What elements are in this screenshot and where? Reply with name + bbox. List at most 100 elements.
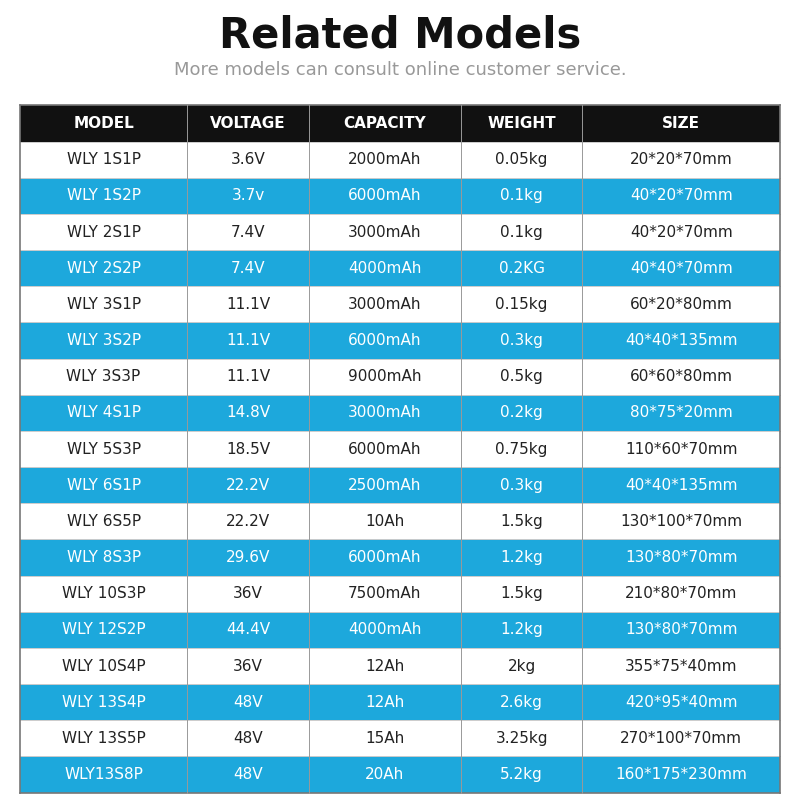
Text: 1.5kg: 1.5kg: [500, 514, 543, 529]
Text: WLY 6S1P: WLY 6S1P: [66, 478, 141, 493]
Text: WLY 1S2P: WLY 1S2P: [66, 189, 141, 204]
Bar: [20, 648, 780, 684]
Text: 20Ah: 20Ah: [365, 767, 405, 782]
Bar: [20, 720, 780, 757]
Text: WLY 4S1P: WLY 4S1P: [66, 405, 141, 420]
Text: 0.75kg: 0.75kg: [495, 442, 548, 456]
Text: 3.25kg: 3.25kg: [495, 731, 548, 745]
Bar: [20, 105, 780, 141]
Text: 18.5V: 18.5V: [226, 442, 270, 456]
Text: 22.2V: 22.2V: [226, 478, 270, 493]
Text: 2000mAh: 2000mAh: [348, 153, 422, 167]
Text: 36V: 36V: [233, 586, 263, 601]
Text: Related Models: Related Models: [219, 15, 581, 57]
Text: 355*75*40mm: 355*75*40mm: [625, 658, 738, 674]
Bar: [20, 612, 780, 648]
Text: 22.2V: 22.2V: [226, 514, 270, 529]
Text: MODEL: MODEL: [74, 116, 134, 131]
Text: WLY 1S1P: WLY 1S1P: [66, 153, 141, 167]
Text: 0.2kg: 0.2kg: [500, 405, 543, 420]
Text: 20*20*70mm: 20*20*70mm: [630, 153, 733, 167]
Text: 6000mAh: 6000mAh: [348, 442, 422, 456]
Text: 210*80*70mm: 210*80*70mm: [625, 586, 738, 601]
Text: 3.6V: 3.6V: [230, 153, 266, 167]
Text: 7.4V: 7.4V: [230, 260, 266, 276]
Text: 40*20*70mm: 40*20*70mm: [630, 225, 733, 240]
Text: 40*40*70mm: 40*40*70mm: [630, 260, 733, 276]
Text: 6000mAh: 6000mAh: [348, 189, 422, 204]
Text: 3000mAh: 3000mAh: [348, 297, 422, 312]
Text: 3000mAh: 3000mAh: [348, 405, 422, 420]
Text: 0.05kg: 0.05kg: [495, 153, 548, 167]
Text: 0.1kg: 0.1kg: [500, 189, 543, 204]
Text: 2500mAh: 2500mAh: [348, 478, 422, 493]
Text: 2.6kg: 2.6kg: [500, 694, 543, 710]
Text: 40*20*70mm: 40*20*70mm: [630, 189, 733, 204]
Text: VOLTAGE: VOLTAGE: [210, 116, 286, 131]
Text: 40*40*135mm: 40*40*135mm: [625, 333, 738, 348]
Text: 4000mAh: 4000mAh: [348, 260, 422, 276]
Text: 36V: 36V: [233, 658, 263, 674]
Text: 3.7v: 3.7v: [231, 189, 265, 204]
Text: 14.8V: 14.8V: [226, 405, 270, 420]
Text: 11.1V: 11.1V: [226, 333, 270, 348]
Text: 7.4V: 7.4V: [230, 225, 266, 240]
Text: WLY 10S4P: WLY 10S4P: [62, 658, 146, 674]
Bar: [20, 467, 780, 503]
Text: 6000mAh: 6000mAh: [348, 550, 422, 565]
Text: SIZE: SIZE: [662, 116, 700, 131]
Text: WLY 3S2P: WLY 3S2P: [66, 333, 141, 348]
Text: 48V: 48V: [233, 767, 263, 782]
Bar: [20, 214, 780, 250]
Text: 9000mAh: 9000mAh: [348, 369, 422, 384]
Text: WLY 2S1P: WLY 2S1P: [66, 225, 141, 240]
Text: 3000mAh: 3000mAh: [348, 225, 422, 240]
Text: 110*60*70mm: 110*60*70mm: [625, 442, 738, 456]
Text: 0.2KG: 0.2KG: [498, 260, 545, 276]
Bar: [20, 431, 780, 467]
Bar: [20, 359, 780, 395]
Text: 130*100*70mm: 130*100*70mm: [620, 514, 742, 529]
Text: 160*175*230mm: 160*175*230mm: [615, 767, 747, 782]
Text: WLY 13S5P: WLY 13S5P: [62, 731, 146, 745]
Bar: [20, 141, 780, 178]
Text: 80*75*20mm: 80*75*20mm: [630, 405, 733, 420]
Bar: [20, 757, 780, 793]
Text: 29.6V: 29.6V: [226, 550, 270, 565]
Text: 11.1V: 11.1V: [226, 297, 270, 312]
Text: 4000mAh: 4000mAh: [348, 622, 422, 638]
Text: WEIGHT: WEIGHT: [487, 116, 556, 131]
Bar: [20, 684, 780, 720]
Bar: [20, 539, 780, 575]
Text: 11.1V: 11.1V: [226, 369, 270, 384]
Text: WLY 3S3P: WLY 3S3P: [66, 369, 141, 384]
Text: WLY 12S2P: WLY 12S2P: [62, 622, 146, 638]
Text: 12Ah: 12Ah: [365, 658, 405, 674]
Text: WLY 8S3P: WLY 8S3P: [66, 550, 141, 565]
Text: 420*95*40mm: 420*95*40mm: [625, 694, 738, 710]
Text: 7500mAh: 7500mAh: [348, 586, 422, 601]
Bar: [20, 575, 780, 612]
Text: WLY 5S3P: WLY 5S3P: [66, 442, 141, 456]
Text: 6000mAh: 6000mAh: [348, 333, 422, 348]
Text: 130*80*70mm: 130*80*70mm: [625, 550, 738, 565]
Text: 12Ah: 12Ah: [365, 694, 405, 710]
Bar: [20, 395, 780, 431]
Text: WLY 2S2P: WLY 2S2P: [66, 260, 141, 276]
Text: 44.4V: 44.4V: [226, 622, 270, 638]
Text: WLY 3S1P: WLY 3S1P: [66, 297, 141, 312]
Text: 60*20*80mm: 60*20*80mm: [630, 297, 733, 312]
Text: WLY13S8P: WLY13S8P: [64, 767, 143, 782]
Text: 1.2kg: 1.2kg: [500, 550, 543, 565]
Text: WLY 10S3P: WLY 10S3P: [62, 586, 146, 601]
Text: 270*100*70mm: 270*100*70mm: [620, 731, 742, 745]
Text: 1.2kg: 1.2kg: [500, 622, 543, 638]
Text: 130*80*70mm: 130*80*70mm: [625, 622, 738, 638]
Text: More models can consult online customer service.: More models can consult online customer …: [174, 62, 626, 79]
Text: 48V: 48V: [233, 731, 263, 745]
Text: 0.3kg: 0.3kg: [500, 478, 543, 493]
Text: 10Ah: 10Ah: [365, 514, 405, 529]
Text: 0.5kg: 0.5kg: [500, 369, 543, 384]
Bar: [20, 286, 780, 323]
Text: 15Ah: 15Ah: [365, 731, 405, 745]
